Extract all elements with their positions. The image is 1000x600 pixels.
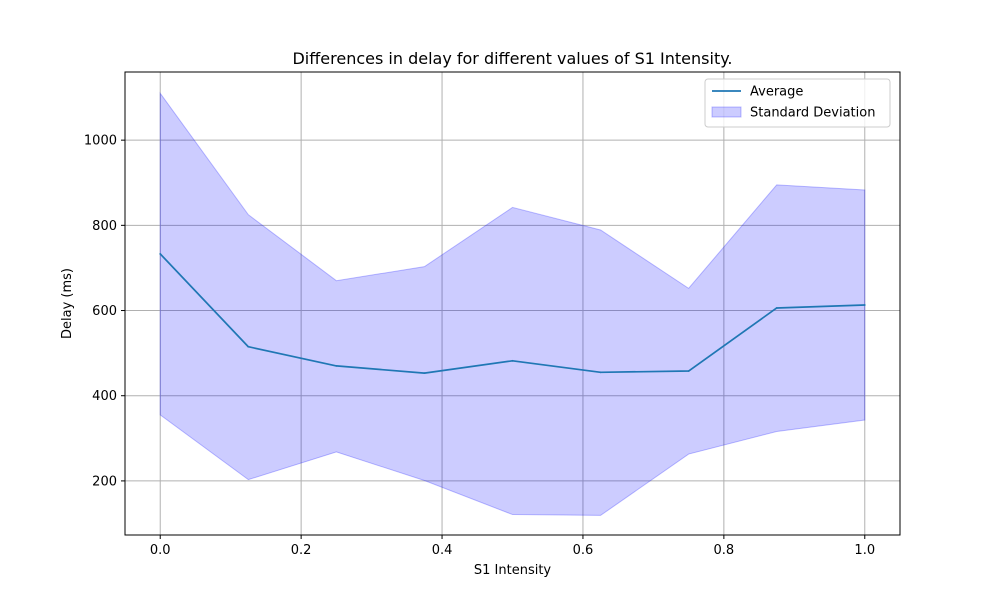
plot-frame [124,71,901,536]
y-tick-label: 200 [92,474,117,489]
chart-title: Differences in delay for different value… [292,49,732,68]
x-tick-label: 0.6 [573,543,594,558]
x-tick-label: 1.0 [854,543,875,558]
x-axis: 0.0 0.2 0.4 0.6 0.8 1.0 [150,535,875,558]
average-line-layer [159,252,866,375]
legend: Average Standard Deviation [704,78,891,128]
average-point [159,252,162,255]
legend-swatch-std [711,106,742,118]
legend-box [704,78,891,128]
average-point [511,359,514,362]
x-axis-label: S1 Intensity [474,563,552,578]
grid [125,72,900,535]
average-point [423,372,426,375]
y-tick-label: 800 [92,219,117,234]
average-point [247,345,250,348]
x-tick-label: 0.0 [150,543,171,558]
x-tick-label: 0.8 [714,543,735,558]
average-point [335,365,338,367]
std-band [159,91,866,516]
y-tick-label: 1000 [84,134,117,149]
y-axis: 200 400 600 800 1000 [84,134,125,489]
average-point [687,370,690,372]
legend-label: Average [750,85,803,100]
average-point [775,307,778,309]
y-tick-label: 600 [92,304,117,319]
y-tick-label: 400 [92,389,117,404]
y-axis-label: Delay (ms) [60,268,75,339]
x-tick-label: 0.2 [291,543,312,558]
average-point [599,371,602,374]
legend-label: Standard Deviation [750,106,875,121]
average-point [863,304,866,306]
x-tick-label: 0.4 [432,543,453,558]
std-band-layer [159,91,866,516]
